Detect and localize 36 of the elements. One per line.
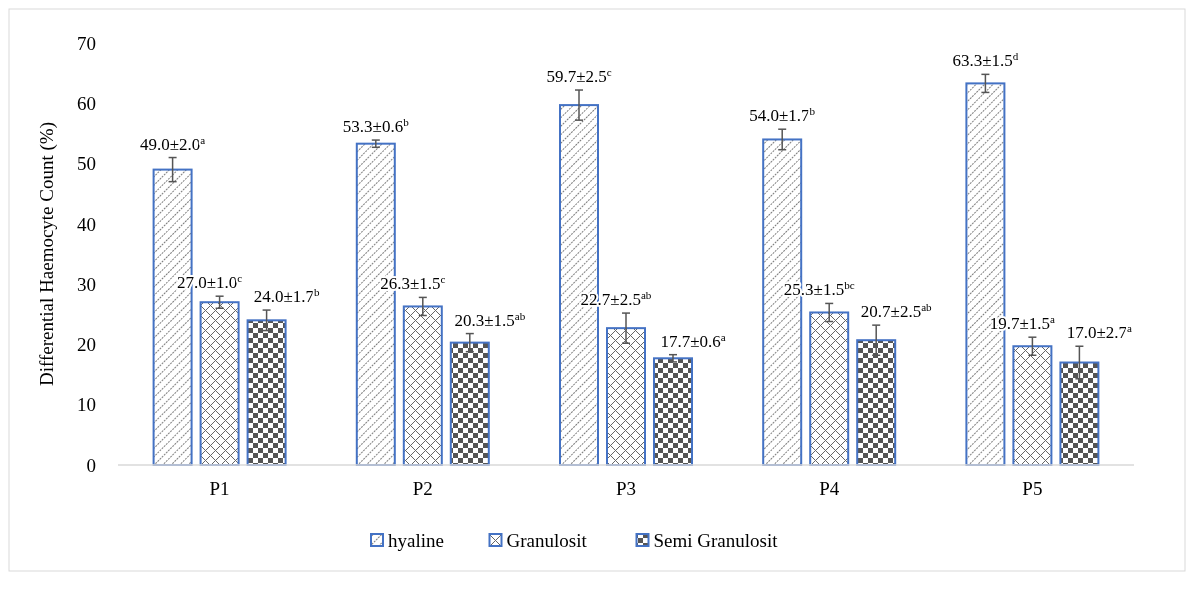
x-tick-label: P2 (412, 478, 433, 499)
y-tick-label: 0 (86, 454, 96, 476)
y-tick-label: 60 (77, 92, 96, 114)
bar (1012, 345, 1053, 466)
y-tick-label: 20 (77, 334, 96, 356)
data-label: 24.0±1.7$^{b}$ (253, 286, 321, 307)
data-label: 53.3±0.6$^{b}$ (342, 116, 410, 137)
x-tick-label: P3 (615, 478, 637, 499)
bar (856, 339, 897, 466)
bar (402, 305, 443, 466)
bar (199, 301, 240, 466)
y-axis-title: Differential Haemocyte Count (%) (36, 122, 58, 386)
y-tick-label: 10 (77, 394, 96, 416)
data-label: 59.7±2.5$^{c}$ (546, 66, 612, 87)
x-tick-label: P5 (1022, 478, 1043, 499)
x-tick-label: P1 (209, 478, 230, 499)
data-label: 17.7±0.6$^{a}$ (660, 330, 726, 351)
data-label: 20.3±1.5$^{ab}$ (454, 309, 526, 330)
legend-label: Granulosit (506, 529, 588, 551)
y-tick-label: 40 (77, 213, 96, 235)
bar (246, 319, 287, 466)
data-label: 20.7±2.5$^{ab}$ (860, 301, 933, 322)
legend-label: Semi Granulosit (653, 529, 779, 551)
bar (1059, 361, 1100, 466)
data-label: 17.0±2.7$^{a}$ (1066, 322, 1133, 343)
bar (449, 341, 490, 466)
data-label: 54.0±1.7$^{b}$ (749, 105, 816, 126)
bar (809, 311, 850, 466)
y-tick-label: 30 (77, 273, 96, 295)
data-label: 63.3±1.5$^{d}$ (952, 50, 1019, 71)
legend-label: hyaline (388, 529, 444, 551)
bar (653, 357, 693, 466)
y-tick-label: 50 (77, 153, 96, 175)
bar (606, 327, 646, 466)
y-tick-label: 70 (77, 32, 96, 54)
x-tick-label: P4 (819, 478, 840, 499)
